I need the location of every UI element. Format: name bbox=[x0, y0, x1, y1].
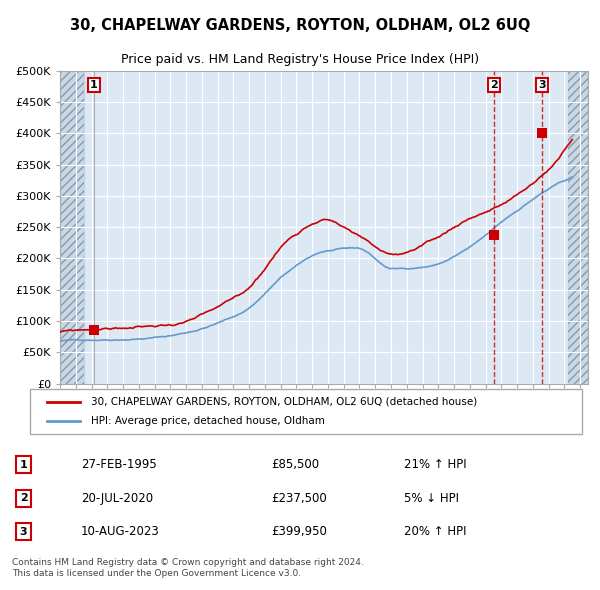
Bar bbox=[568, 71, 588, 384]
Text: 30, CHAPELWAY GARDENS, ROYTON, OLDHAM, OL2 6UQ: 30, CHAPELWAY GARDENS, ROYTON, OLDHAM, O… bbox=[70, 18, 530, 32]
Text: 3: 3 bbox=[20, 527, 28, 537]
Bar bbox=[60, 71, 83, 384]
Text: 5% ↓ HPI: 5% ↓ HPI bbox=[404, 491, 458, 505]
Text: 1: 1 bbox=[90, 80, 98, 90]
Text: 20-JUL-2020: 20-JUL-2020 bbox=[81, 491, 153, 505]
Text: Price paid vs. HM Land Registry's House Price Index (HPI): Price paid vs. HM Land Registry's House … bbox=[121, 53, 479, 66]
Text: 3: 3 bbox=[539, 80, 546, 90]
Text: HPI: Average price, detached house, Oldham: HPI: Average price, detached house, Oldh… bbox=[91, 417, 325, 426]
Text: 30, CHAPELWAY GARDENS, ROYTON, OLDHAM, OL2 6UQ (detached house): 30, CHAPELWAY GARDENS, ROYTON, OLDHAM, O… bbox=[91, 397, 477, 407]
Text: £399,950: £399,950 bbox=[271, 525, 327, 538]
Bar bbox=[568, 71, 588, 384]
Text: 2: 2 bbox=[20, 493, 28, 503]
FancyBboxPatch shape bbox=[30, 389, 582, 434]
Text: 21% ↑ HPI: 21% ↑ HPI bbox=[404, 458, 466, 471]
Text: 27-FEB-1995: 27-FEB-1995 bbox=[81, 458, 157, 471]
Bar bbox=[60, 71, 83, 384]
Text: 1: 1 bbox=[20, 460, 28, 470]
Text: £237,500: £237,500 bbox=[271, 491, 327, 505]
Text: £85,500: £85,500 bbox=[271, 458, 319, 471]
Text: 20% ↑ HPI: 20% ↑ HPI bbox=[404, 525, 466, 538]
Text: 10-AUG-2023: 10-AUG-2023 bbox=[81, 525, 160, 538]
Text: 2: 2 bbox=[490, 80, 498, 90]
Text: Contains HM Land Registry data © Crown copyright and database right 2024.
This d: Contains HM Land Registry data © Crown c… bbox=[12, 558, 364, 578]
